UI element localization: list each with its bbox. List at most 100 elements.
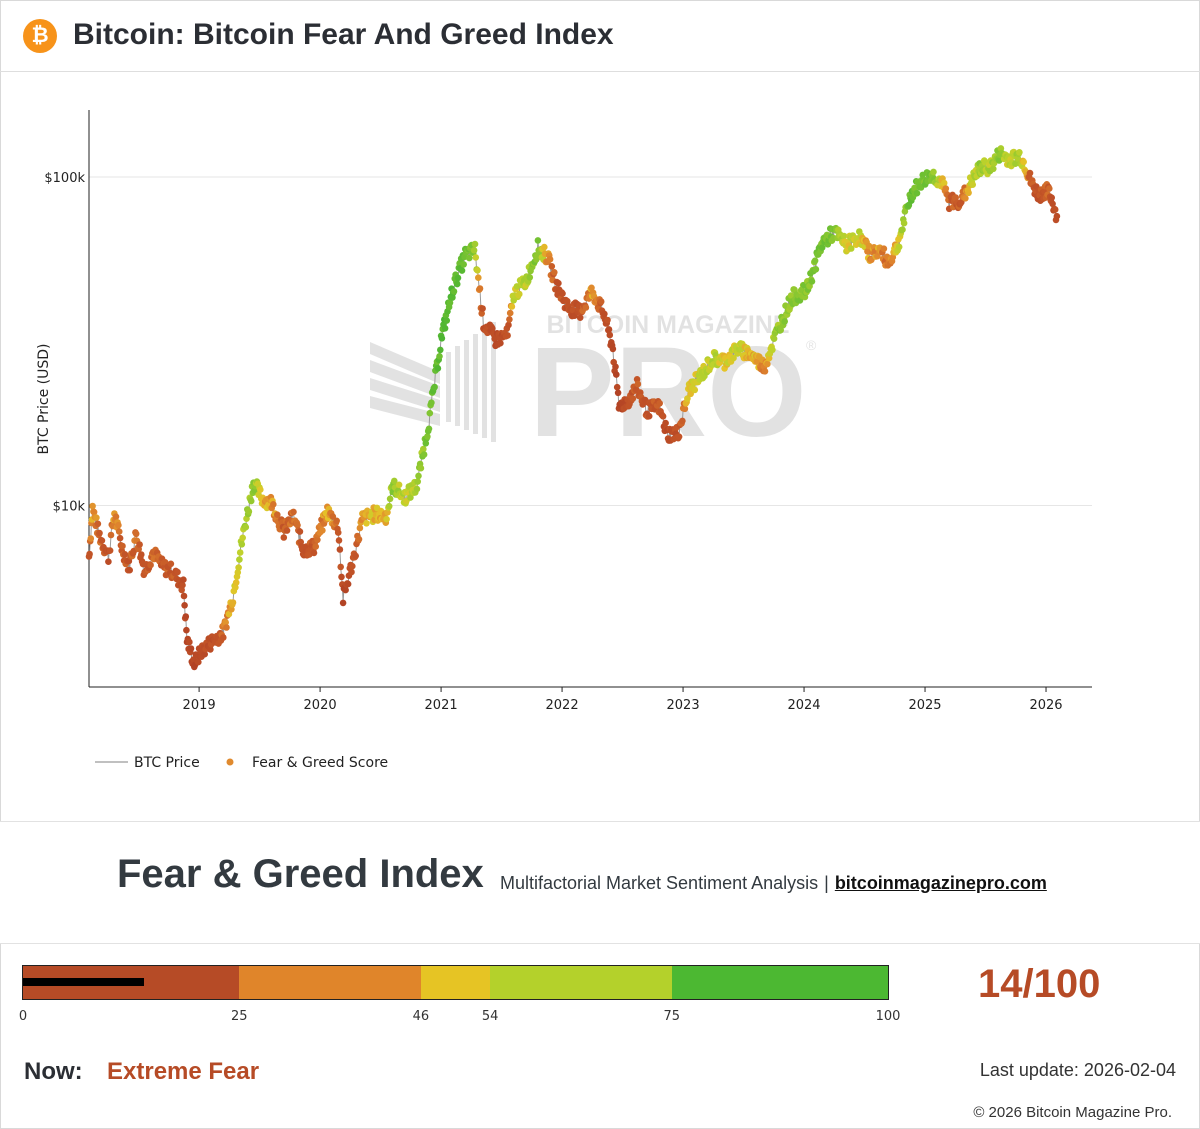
fear-greed-point — [952, 194, 959, 201]
fear-greed-point — [812, 266, 820, 273]
fear-greed-point — [119, 542, 126, 550]
fear-greed-point — [559, 290, 566, 297]
fear-greed-point — [453, 280, 461, 288]
fear-greed-point — [247, 497, 255, 505]
fear-greed-point — [609, 345, 617, 353]
gauge-tick-label: 46 — [412, 1009, 430, 1024]
fear-greed-point — [434, 365, 442, 372]
x-tick-label: 2021 — [425, 698, 458, 713]
gauge-segment — [420, 966, 491, 999]
fear-greed-point — [443, 317, 451, 324]
fear-greed-point — [424, 433, 431, 440]
fear-greed-point — [555, 279, 562, 287]
watermark-top-text: BITCOIN MAGAZINE — [546, 311, 789, 339]
fear-greed-point — [183, 626, 190, 634]
watermark-logo-stripe — [370, 360, 440, 398]
fear-greed-point — [864, 248, 871, 255]
fear-greed-point — [115, 521, 122, 529]
fear-greed-point — [355, 535, 363, 543]
fear-greed-gauge — [22, 965, 889, 1000]
fear-greed-point — [478, 310, 486, 317]
bitcoin-icon: ₿ — [23, 19, 57, 53]
y-tick-label: $100k — [44, 171, 85, 186]
fear-greed-point — [339, 599, 347, 607]
fear-greed-point — [840, 232, 848, 240]
watermark-registered-mark: ® — [806, 337, 817, 353]
fear-greed-point — [1051, 206, 1059, 213]
index-subtitle-row: Multifactorial Market Sentiment Analysis… — [500, 873, 1047, 894]
index-subtitle: Multifactorial Market Sentiment Analysis — [500, 873, 819, 893]
fear-greed-point — [138, 551, 145, 558]
fear-greed-point — [338, 573, 345, 581]
fear-greed-points — [85, 145, 1061, 671]
fear-greed-point — [969, 181, 976, 188]
legend-fear-greed-swatch — [226, 758, 234, 766]
fear-greed-point — [87, 535, 95, 542]
fear-greed-point — [962, 195, 969, 202]
fear-greed-point — [475, 274, 482, 281]
fear-greed-point — [167, 560, 175, 568]
fear-greed-point — [900, 219, 908, 227]
fear-greed-point — [413, 485, 421, 493]
fear-greed-point — [407, 494, 414, 501]
fear-greed-point — [417, 464, 425, 472]
fear-greed-point — [428, 399, 435, 407]
fear-greed-point — [472, 254, 480, 261]
fear-greed-point — [195, 658, 202, 666]
x-tick-label: 2022 — [546, 698, 579, 713]
fear-greed-point — [1049, 200, 1056, 208]
fear-greed-point — [319, 527, 326, 534]
watermark-logo-bar — [464, 340, 469, 430]
fear-greed-point — [437, 346, 444, 354]
fear-greed-point — [764, 360, 771, 368]
index-title: Fear & Greed Index — [117, 852, 484, 896]
fear-greed-point — [656, 400, 663, 407]
fear-greed-point — [186, 638, 193, 646]
watermark-logo-bar — [473, 334, 478, 434]
fear-greed-point — [662, 419, 669, 427]
fear-greed-point — [1020, 158, 1027, 166]
fear-greed-point — [336, 546, 344, 553]
fear-greed-point — [106, 547, 114, 554]
btc-fear-greed-chart[interactable]: BITCOIN MAGAZINE PRO ® $10k$100k 2019 202… — [0, 72, 1200, 822]
gauge-tick-label: 100 — [875, 1009, 901, 1024]
fear-greed-point — [187, 645, 195, 652]
fear-greed-point — [880, 245, 888, 252]
fear-greed-point — [132, 530, 140, 538]
x-tick-label: 2024 — [787, 698, 820, 713]
fear-greed-point — [629, 395, 637, 402]
legend[interactable]: BTC Price Fear & Greed Score — [95, 755, 388, 771]
fear-greed-point — [769, 346, 776, 354]
fear-greed-point — [415, 472, 422, 480]
fear-greed-point — [335, 537, 343, 544]
legend-fear-greed-label[interactable]: Fear & Greed Score — [252, 755, 388, 771]
bitcoinmagazinepro-link[interactable]: bitcoinmagazinepro.com — [834, 873, 1047, 893]
fear-greed-point — [889, 253, 897, 261]
x-tick-label: 2019 — [183, 698, 216, 713]
watermark-logo-stripe — [370, 396, 440, 426]
fear-greed-point — [811, 257, 819, 264]
score-value: 14/100 — [978, 962, 1101, 1006]
fear-greed-point — [126, 566, 133, 574]
watermark-logo-stripe — [370, 378, 440, 412]
fear-greed-point — [242, 523, 250, 531]
fear-greed-point — [386, 495, 394, 503]
fear-greed-point — [290, 508, 297, 516]
fear-greed-point — [526, 274, 534, 281]
fear-greed-point — [911, 184, 918, 192]
fear-greed-point — [283, 527, 291, 534]
fear-greed-point — [274, 511, 281, 518]
fear-greed-point — [534, 237, 542, 244]
legend-btc-price-label[interactable]: BTC Price — [134, 755, 200, 771]
now-value: Extreme Fear — [107, 1058, 260, 1085]
fear-greed-point — [965, 189, 972, 197]
fear-greed-point — [1026, 169, 1034, 177]
page-title: Bitcoin: Bitcoin Fear And Greed Index — [73, 18, 614, 51]
fear-greed-point — [348, 568, 355, 576]
fear-greed-point — [541, 243, 548, 251]
fear-greed-point — [441, 325, 449, 332]
fear-greed-point — [645, 412, 653, 420]
fear-greed-point — [116, 534, 124, 542]
fear-greed-point — [506, 316, 513, 323]
fear-greed-point — [1053, 212, 1061, 220]
